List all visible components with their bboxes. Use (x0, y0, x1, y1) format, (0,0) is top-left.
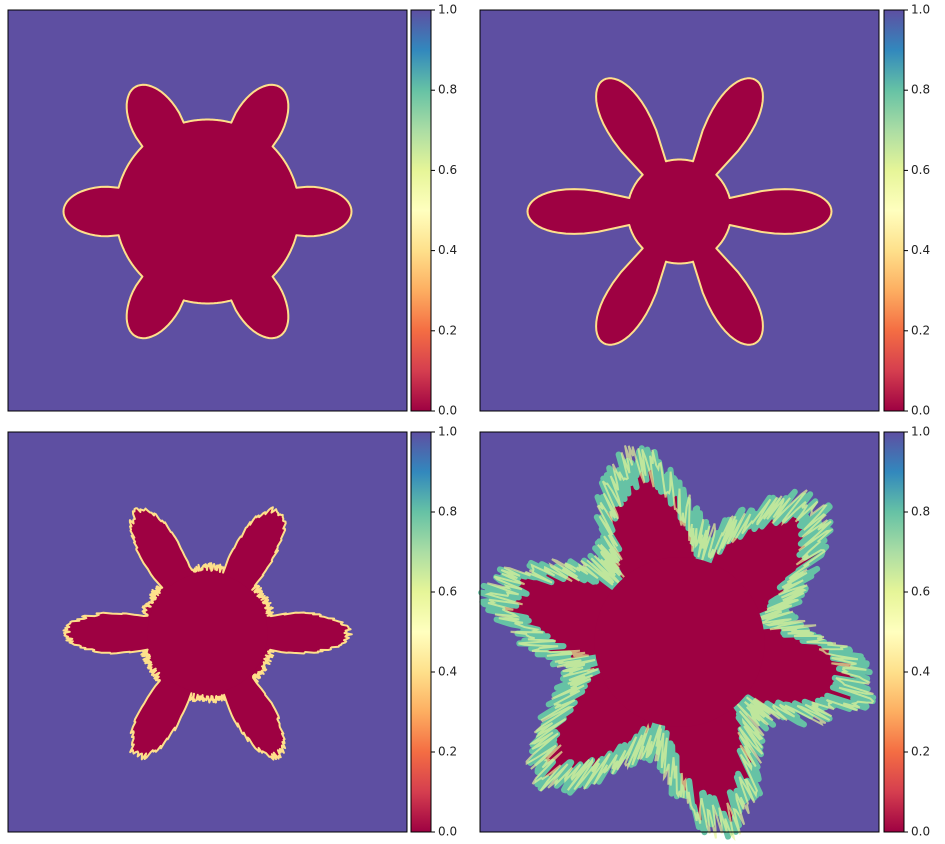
colorbar-tick-label: 0.0 (438, 825, 457, 839)
mixing-region (526, 77, 833, 346)
colorbar-tick-label: 0.2 (911, 323, 930, 337)
colorbar-tick-label: 0.8 (911, 83, 930, 97)
core (594, 557, 765, 727)
heatmap-frame (7, 9, 408, 412)
core (147, 573, 268, 693)
colorbar-tick-label: 0.6 (911, 585, 930, 599)
colorbar-tick-label: 1.0 (438, 3, 457, 17)
colorbar-tick-label: 0.2 (438, 323, 457, 337)
colorbar (883, 9, 905, 412)
colorbar (410, 9, 432, 412)
colorbar-tick-label: 0.4 (911, 665, 930, 679)
colorbar-tick-label: 0.6 (438, 163, 457, 177)
colorbar-tick-label: 0.0 (911, 404, 930, 418)
panel: 0.0 0.2 0.4 0.6 0.8 1.0 (7, 3, 457, 418)
heatmap-frame (479, 9, 880, 412)
colorbar-tick-label: 0.6 (911, 163, 930, 177)
heatmap-frame (7, 431, 408, 833)
colorbar-tick-label: 1.0 (438, 425, 457, 439)
colorbar-tick-label: 1.0 (911, 425, 930, 439)
colorbar-tick-label: 0.0 (911, 825, 930, 839)
panel: 0.0 0.2 0.4 0.6 0.8 1.0 (478, 425, 930, 842)
colorbar-tick-label: 1.0 (911, 3, 930, 17)
mixing-region-edge (484, 445, 875, 842)
colorbar-tick-label: 0.0 (438, 404, 457, 418)
colorbar-tick-label: 0.4 (911, 243, 930, 257)
mixing-region (62, 83, 353, 340)
colorbar-tick-label: 0.2 (438, 745, 457, 759)
heatmap-frame (479, 431, 880, 833)
colorbar-tick-label: 0.4 (438, 243, 457, 257)
colorbar-tick-label: 0.4 (438, 665, 457, 679)
colorbar-tick-label: 0.6 (438, 585, 457, 599)
colorbar (883, 431, 905, 833)
colorbar-tick-label: 0.8 (911, 505, 930, 519)
panel: 0.0 0.2 0.4 0.6 0.8 1.0 (479, 3, 930, 418)
panel: 0.0 0.2 0.4 0.6 0.8 1.0 (7, 425, 457, 839)
colorbar (410, 431, 432, 833)
colorbar-tick-label: 0.2 (911, 745, 930, 759)
colorbar-tick-label: 0.8 (438, 83, 457, 97)
colorbar-tick-label: 0.8 (438, 505, 457, 519)
